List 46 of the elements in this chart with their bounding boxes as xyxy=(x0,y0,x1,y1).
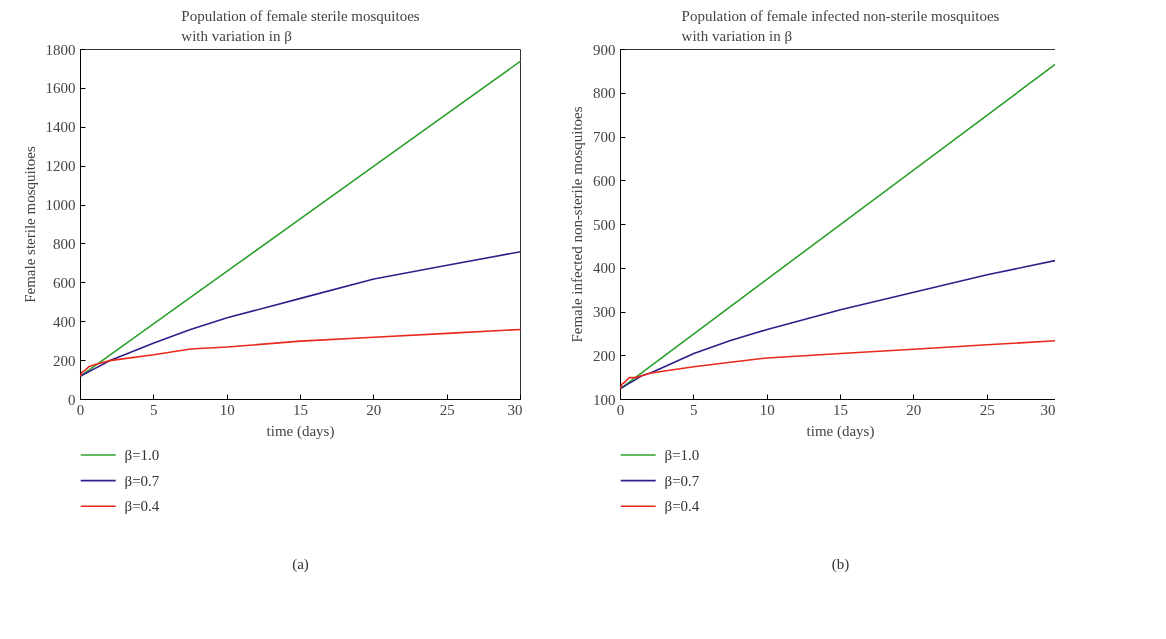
x-tick-label: 15 xyxy=(833,401,848,418)
x-tick-label: 30 xyxy=(1040,401,1056,418)
legend-label: β=1.0 xyxy=(124,447,160,463)
y-tick-label: 800 xyxy=(53,235,76,252)
y-tick-label: 900 xyxy=(593,41,616,58)
y-tick-label: 400 xyxy=(53,313,76,330)
y-axis-title: Female sterile mosquitoes xyxy=(21,146,38,303)
x-axis-title: time (days) xyxy=(266,422,335,440)
x-tick-label: 10 xyxy=(759,401,775,418)
y-tick-label: 700 xyxy=(593,129,616,145)
x-tick-label: 25 xyxy=(439,401,455,418)
text: (a) xyxy=(292,555,309,573)
y-tick-label: 200 xyxy=(53,352,76,369)
legend-label: β=0.4 xyxy=(664,498,700,515)
line-series xyxy=(79,328,522,377)
x-tick-label: 10 xyxy=(219,401,235,418)
x-axis-title: time (days) xyxy=(806,422,875,440)
chart-title: Population of female sterile mosquitoes with variation in β xyxy=(181,7,420,45)
y-tick-label: 400 xyxy=(593,260,616,277)
y-tick-label: 600 xyxy=(593,172,616,189)
text: (b) xyxy=(831,555,850,573)
x-tick-label: 15 xyxy=(293,401,308,418)
line-series xyxy=(79,250,522,377)
y-tick-label: 100 xyxy=(593,391,616,408)
chart-title: Population of female infected non-sterile mosquitoes with variation in β xyxy=(681,7,1000,45)
y-tick-label: 1000 xyxy=(45,197,76,214)
x-tick-label: 25 xyxy=(979,401,995,418)
y-tick-label: 1400 xyxy=(45,119,76,136)
legend-label: β=0.7 xyxy=(664,472,700,489)
y-tick-label: 1600 xyxy=(45,80,76,97)
y-tick-label: 200 xyxy=(593,347,616,364)
x-tick-label: 20 xyxy=(906,401,922,418)
y-tick-label: 300 xyxy=(593,304,616,320)
x-tick-label: 5 xyxy=(690,401,698,418)
legend-label: β=0.7 xyxy=(124,472,160,489)
y-tick-label: 500 xyxy=(593,216,616,233)
x-tick-label: 20 xyxy=(366,401,382,418)
legend-label: β=1.0 xyxy=(664,447,700,463)
y-tick-label: 800 xyxy=(593,85,616,102)
legend-label: β=0.4 xyxy=(124,498,160,515)
x-tick-label: 5 xyxy=(150,401,158,418)
y-tick-label: 600 xyxy=(53,274,76,291)
y-tick-label: 1200 xyxy=(45,158,76,175)
y-axis-title: Female infected non-sterile mosquitoes xyxy=(569,106,585,343)
x-tick-label: 30 xyxy=(507,401,523,418)
y-tick-label: 1800 xyxy=(45,41,76,58)
